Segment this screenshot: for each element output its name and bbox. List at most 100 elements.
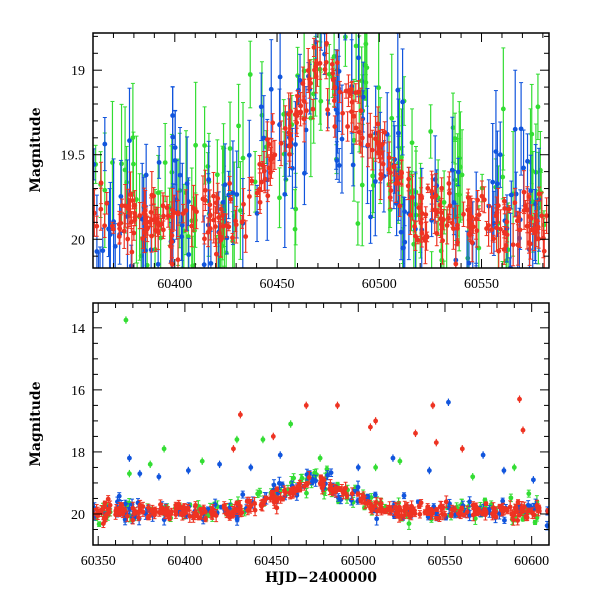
data-point xyxy=(439,221,444,227)
data-point xyxy=(508,192,514,198)
data-point xyxy=(254,211,260,216)
data-point xyxy=(441,200,447,205)
data-point xyxy=(409,140,415,146)
data-point xyxy=(524,207,530,213)
outlier-point xyxy=(199,458,205,464)
data-point xyxy=(94,249,100,254)
data-point xyxy=(286,130,292,136)
data-point xyxy=(338,497,344,502)
top-ylabel: Magnitude xyxy=(28,107,44,192)
data-point xyxy=(452,136,458,141)
data-point xyxy=(208,260,214,266)
outlier-point xyxy=(156,474,162,480)
data-point xyxy=(107,502,113,508)
data-point xyxy=(100,521,106,526)
data-point xyxy=(185,505,191,511)
y-tick-label: 19 xyxy=(71,64,85,79)
data-point xyxy=(173,512,179,517)
data-point xyxy=(502,517,507,523)
data-point xyxy=(399,513,405,519)
data-point xyxy=(151,193,157,199)
data-point xyxy=(297,77,303,83)
outlier-point xyxy=(161,446,167,452)
data-point xyxy=(415,237,421,243)
data-point xyxy=(429,194,435,200)
data-point xyxy=(262,176,268,182)
data-point xyxy=(200,196,206,202)
data-point xyxy=(365,494,371,499)
data-point xyxy=(158,235,164,241)
data-point xyxy=(530,272,535,277)
outlier-point xyxy=(317,455,323,461)
data-point xyxy=(486,223,491,228)
data-point xyxy=(529,510,535,516)
data-point xyxy=(348,497,354,503)
top-ticks: 60400 60450 60500 60550 19 19.5 20 xyxy=(61,33,549,292)
data-point xyxy=(222,285,227,290)
outlier-point xyxy=(123,317,129,323)
data-point xyxy=(170,207,175,213)
data-point xyxy=(377,144,383,149)
x-tick-label: 60400 xyxy=(157,277,192,292)
data-point xyxy=(351,137,357,143)
data-point xyxy=(544,213,549,219)
data-point xyxy=(451,226,456,232)
data-point xyxy=(277,495,283,501)
data-point xyxy=(501,508,507,514)
data-point xyxy=(96,521,102,527)
data-point xyxy=(303,127,309,133)
data-point xyxy=(186,199,191,205)
data-point xyxy=(110,226,116,232)
data-point xyxy=(203,516,208,522)
data-point xyxy=(293,206,299,212)
data-point xyxy=(429,313,434,318)
data-point xyxy=(276,480,282,486)
data-point xyxy=(308,80,314,86)
data-point xyxy=(155,261,161,267)
data-point xyxy=(425,504,431,510)
data-point xyxy=(343,14,348,19)
data-point xyxy=(339,488,345,493)
data-point xyxy=(313,1,318,6)
data-point xyxy=(294,120,300,126)
data-point xyxy=(519,505,525,510)
data-point xyxy=(356,55,361,61)
data-point xyxy=(221,505,227,511)
data-point xyxy=(545,508,549,514)
data-point xyxy=(125,206,131,212)
data-point xyxy=(218,270,223,275)
data-point xyxy=(115,499,120,505)
data-point xyxy=(291,475,297,481)
data-point xyxy=(512,126,518,132)
data-point xyxy=(271,482,277,488)
data-point xyxy=(93,210,97,216)
data-point xyxy=(325,472,330,478)
data-point xyxy=(500,292,505,297)
data-point xyxy=(248,503,254,508)
data-point xyxy=(359,182,365,188)
data-point xyxy=(493,213,499,219)
data-point xyxy=(222,182,228,188)
data-point xyxy=(146,505,151,511)
data-point xyxy=(319,25,324,30)
data-point xyxy=(466,213,472,219)
data-point xyxy=(349,491,355,497)
data-point xyxy=(102,500,108,506)
data-point xyxy=(395,87,401,93)
data-point xyxy=(382,129,388,135)
data-point xyxy=(402,239,408,245)
data-point xyxy=(301,99,307,104)
data-point xyxy=(246,152,252,158)
outlier-point xyxy=(217,461,222,467)
data-point xyxy=(193,142,199,148)
data-point xyxy=(481,197,487,203)
data-point xyxy=(540,235,546,241)
data-point xyxy=(493,149,499,155)
data-point xyxy=(99,507,104,513)
data-point xyxy=(528,188,534,194)
data-point xyxy=(201,262,207,268)
data-point xyxy=(278,140,284,146)
data-point xyxy=(145,303,150,308)
data-point xyxy=(293,488,298,494)
